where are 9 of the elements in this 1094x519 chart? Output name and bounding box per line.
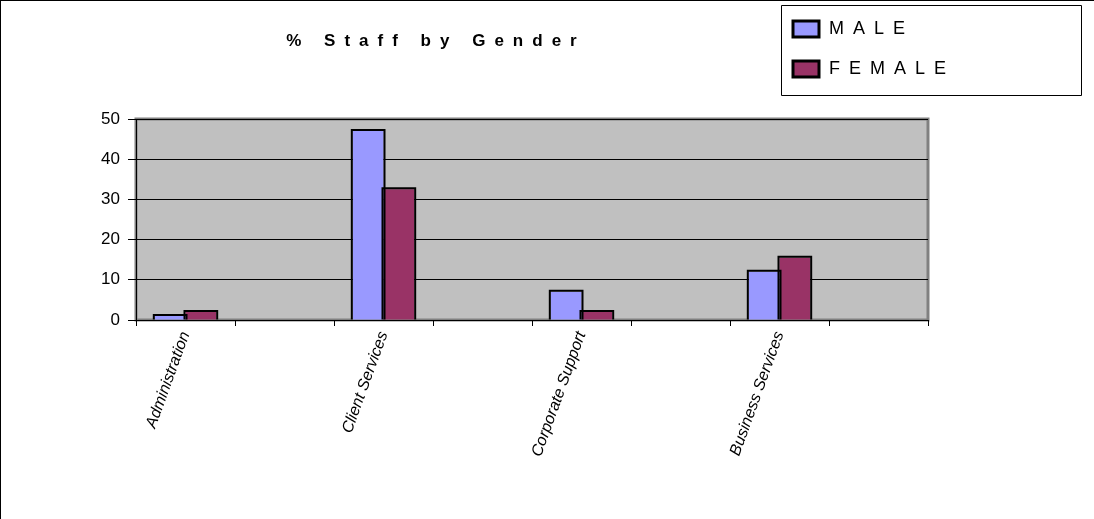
- legend-label: FEMALE: [829, 57, 956, 78]
- y-tick-label: 10: [101, 269, 120, 289]
- y-tick-label: 0: [110, 309, 120, 329]
- y-tick-label: 40: [101, 148, 120, 168]
- chart-title: % Staff by Gender: [285, 31, 587, 51]
- y-tick-label: 50: [101, 108, 120, 128]
- y-tick-label: 30: [101, 189, 120, 209]
- legend-label: MALE: [829, 17, 915, 38]
- y-tick-label: 20: [101, 229, 120, 249]
